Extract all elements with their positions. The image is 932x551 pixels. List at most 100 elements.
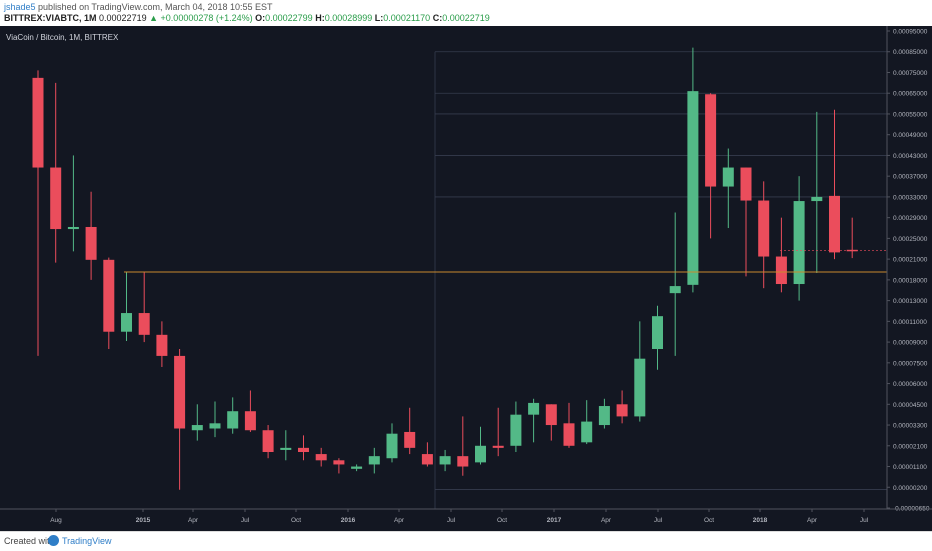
- y-tick-label: 0.00000200: [893, 485, 928, 492]
- candle-body: [510, 414, 522, 446]
- candle-body: [528, 402, 540, 415]
- candle-body: [298, 447, 309, 453]
- low-label: L:: [374, 13, 384, 23]
- candle-body: [67, 226, 79, 230]
- candle: [492, 407, 504, 457]
- x-tick-label: Oct: [291, 517, 301, 524]
- candle: [457, 416, 469, 476]
- candle: [705, 93, 717, 239]
- grid-layer: [434, 51, 887, 509]
- candle: [333, 458, 345, 474]
- candle: [652, 305, 663, 370]
- x-tick-label: Jul: [447, 517, 456, 524]
- x-tick-label: Jul: [654, 517, 663, 524]
- candle-body: [404, 431, 416, 448]
- y-tick-label: 0.00085000: [893, 49, 928, 56]
- candlestick-chart[interactable]: 0.000191380.00022719 0.00095000 0.0008500…: [0, 26, 932, 531]
- y-tick-label: 0.00006000: [893, 381, 928, 388]
- y-tick-label: 0.00002100: [893, 443, 928, 450]
- candle-body: [652, 316, 663, 349]
- candle-body: [50, 167, 62, 230]
- time-axis: Aug 2015 Apr Jul Oct 2016 Apr Jul Oct 2017 Apr Jul O…: [0, 508, 932, 524]
- candle: [50, 82, 62, 263]
- candle-body: [740, 167, 752, 201]
- chart-area[interactable]: 0.000191380.00022719 0.00095000 0.0008500…: [0, 26, 932, 531]
- high-label: H:: [315, 13, 325, 23]
- last-price: 0.00022719: [99, 13, 147, 23]
- publish-header: jshade5 published on TradingView.com, Ma…: [0, 0, 932, 26]
- candle-body: [262, 430, 274, 453]
- candle-body: [103, 259, 115, 332]
- y-tick-label: 0.00095000: [893, 29, 928, 36]
- candle-body: [191, 425, 203, 431]
- y-tick-label: 0.00018000: [893, 277, 928, 284]
- candle-body: [475, 445, 486, 463]
- created-with-text: Created with: [4, 536, 55, 546]
- candle-body: [793, 201, 805, 285]
- candle-body: [705, 94, 717, 187]
- candle: [528, 398, 540, 443]
- price-axis: 0.00095000 0.00085000 0.00075000 0.00065000…: [886, 26, 932, 531]
- candle-body: [616, 404, 628, 417]
- candle: [829, 109, 840, 260]
- candle: [138, 272, 150, 343]
- x-tick-label: Aug: [50, 517, 62, 524]
- candle: [687, 47, 699, 293]
- candle: [404, 407, 416, 455]
- price-axis-bg: [887, 26, 932, 531]
- candle-body: [280, 447, 292, 450]
- candle-body: [32, 77, 44, 168]
- x-tick-label: Oct: [497, 517, 507, 524]
- candle: [722, 148, 734, 229]
- candle: [191, 404, 203, 441]
- y-tick-label: 0.00009000: [893, 340, 928, 347]
- candle: [740, 167, 752, 277]
- candle: [421, 442, 433, 467]
- candle-body: [244, 411, 256, 431]
- x-tick-label: Apr: [394, 517, 405, 524]
- candle: [103, 257, 115, 349]
- horizontal-level-layer: 0.000191380.00022719: [124, 245, 932, 278]
- candle: [581, 400, 593, 445]
- candle: [280, 430, 292, 461]
- candle: [616, 390, 628, 424]
- high-value: 0.00028999: [324, 13, 373, 23]
- candle: [563, 402, 575, 448]
- candle-body: [121, 313, 132, 332]
- y-tick-label: 0.00075000: [893, 70, 928, 77]
- candle-layer: [32, 47, 858, 490]
- publish-line: jshade5 published on TradingView.com, Ma…: [4, 2, 273, 12]
- candle: [475, 426, 486, 465]
- candle: [121, 272, 132, 342]
- change-value: +0.00000278 (+1.24%): [160, 13, 253, 23]
- y-tick-label: 0.00025000: [893, 236, 928, 243]
- x-tick-label: Jul: [860, 517, 869, 524]
- candle: [32, 70, 44, 356]
- candle: [598, 398, 610, 429]
- candle: [758, 181, 770, 289]
- tradingview-brand-link[interactable]: TradingView: [62, 536, 112, 546]
- candle: [793, 176, 805, 301]
- x-tick-label: 2015: [136, 517, 151, 524]
- candle-body: [368, 456, 380, 465]
- candle-body: [209, 423, 221, 429]
- x-tick-label: Jul: [241, 517, 250, 524]
- author-link[interactable]: jshade5: [4, 2, 36, 12]
- tradingview-logo-icon[interactable]: [48, 535, 59, 546]
- y-tick-label: 0.00029000: [893, 215, 928, 222]
- candle: [510, 401, 522, 453]
- y-tick-label: 0.00007500: [893, 360, 928, 367]
- x-tick-label: 2016: [341, 517, 356, 524]
- candle: [545, 404, 557, 441]
- candle-body: [85, 226, 97, 260]
- candle: [775, 217, 787, 293]
- chart-title: ViaCoin / Bitcoin, 1M, BITTREX: [6, 33, 119, 42]
- x-tick-label: 2017: [547, 517, 562, 524]
- candle: [634, 321, 646, 422]
- x-tick-label: Apr: [807, 517, 818, 524]
- y-tick-label: 0.00055000: [893, 111, 928, 118]
- candle-body: [545, 404, 557, 426]
- footer: Created with TradingView: [0, 531, 932, 551]
- x-tick-label: 2018: [753, 517, 768, 524]
- candle: [67, 155, 79, 252]
